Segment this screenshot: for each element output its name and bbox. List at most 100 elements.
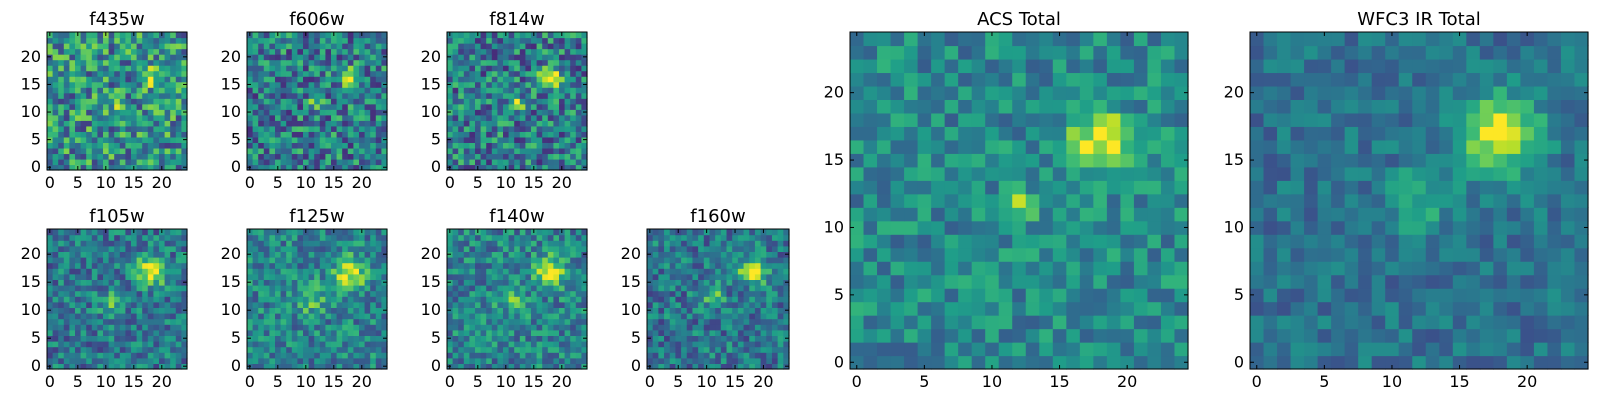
heatmap-cell — [469, 318, 476, 325]
heatmap-cell — [247, 65, 254, 72]
heatmap-cell — [359, 285, 366, 292]
heatmap-cell — [359, 153, 366, 160]
heatmap-cell — [119, 313, 126, 320]
heatmap-cell — [760, 245, 767, 252]
y-tick-label: 5 — [31, 328, 41, 347]
heatmap-cell — [297, 48, 304, 55]
heatmap-cell — [142, 65, 149, 72]
heatmap-cell — [153, 329, 160, 336]
heatmap-cell — [458, 103, 465, 110]
heatmap-cell — [303, 318, 310, 325]
heatmap-cell — [319, 59, 326, 66]
heatmap-cell — [570, 357, 577, 364]
heatmap-cell — [475, 346, 482, 353]
heatmap-cell — [766, 290, 773, 297]
heatmap-cell — [508, 357, 515, 364]
heatmap-cell — [564, 352, 571, 359]
heatmap-cell — [692, 296, 699, 303]
heatmap-cell — [97, 92, 104, 99]
heatmap-cell — [103, 301, 110, 308]
heatmap-cell — [336, 240, 343, 247]
heatmap-cell — [971, 301, 986, 316]
heatmap-cell — [1066, 301, 1081, 316]
heatmap-cell — [247, 114, 254, 121]
heatmap-cell — [652, 285, 659, 292]
heatmap-cell — [863, 247, 878, 262]
heatmap-cell — [52, 37, 59, 44]
heatmap-cell — [170, 153, 177, 160]
heatmap-cell — [147, 229, 154, 236]
heatmap-cell — [525, 153, 532, 160]
heatmap-cell — [147, 296, 154, 303]
heatmap-cell — [181, 103, 188, 110]
heatmap-cell — [364, 268, 371, 275]
heatmap-cell — [370, 273, 377, 280]
heatmap-cell — [142, 32, 149, 39]
heatmap-cell — [480, 37, 487, 44]
heatmap-cell — [308, 131, 315, 138]
heatmap-cell — [559, 65, 566, 72]
heatmap-cell — [447, 87, 454, 94]
heatmap-cell — [336, 92, 343, 99]
heatmap-cell — [458, 70, 465, 77]
heatmap-cell — [263, 131, 270, 138]
heatmap-cell — [69, 363, 76, 370]
heatmap-cell — [508, 313, 515, 320]
y-tick-label: 15 — [221, 74, 241, 93]
heatmap-cell — [269, 158, 276, 166]
heatmap-cell — [252, 164, 259, 171]
heatmap-cell — [447, 268, 454, 275]
heatmap-cell — [258, 341, 265, 348]
heatmap-cell — [519, 120, 526, 127]
heatmap-cell — [547, 76, 554, 83]
heatmap-cell — [375, 114, 382, 121]
heatmap-cell — [325, 301, 332, 308]
heatmap-cell — [86, 164, 93, 171]
heatmap-cell — [536, 262, 543, 269]
heatmap-cell — [336, 37, 343, 44]
heatmap-cell — [890, 207, 905, 222]
heatmap-cell — [508, 257, 515, 264]
heatmap-cell — [452, 335, 459, 342]
heatmap-cell — [275, 153, 282, 160]
heatmap-cell — [681, 301, 688, 308]
heatmap-cell — [342, 158, 349, 166]
heatmap-cell — [1160, 301, 1176, 316]
x-tick-label: 10 — [496, 173, 516, 192]
heatmap-cell — [119, 251, 126, 258]
heatmap-cell — [142, 285, 149, 292]
heatmap-cell — [463, 81, 470, 88]
heatmap-cell — [114, 43, 121, 50]
heatmap-cell — [319, 37, 326, 44]
heatmap-cell — [252, 234, 259, 241]
heatmap-cell — [175, 81, 182, 88]
heatmap-cell — [286, 164, 293, 171]
heatmap-cell — [564, 153, 571, 160]
heatmap-cell — [669, 318, 676, 325]
heatmap-cell — [359, 98, 366, 105]
heatmap-cell — [863, 153, 878, 168]
heatmap-cell — [319, 324, 326, 331]
heatmap-cell — [336, 81, 343, 88]
heatmap-cell — [252, 54, 259, 61]
heatmap-cell — [297, 59, 304, 66]
heatmap-cell — [58, 240, 65, 247]
heatmap-cell — [164, 48, 171, 55]
heatmap-cell — [570, 268, 577, 275]
heatmap-cell — [525, 335, 532, 342]
heatmap-cell — [491, 268, 498, 275]
heatmap-cell — [336, 279, 343, 286]
heatmap-cell — [97, 273, 104, 280]
heatmap-cell — [63, 240, 70, 247]
heatmap-cell — [542, 296, 549, 303]
heatmap-cell — [375, 76, 382, 83]
heatmap-cell — [375, 87, 382, 94]
heatmap-cell — [97, 341, 104, 348]
heatmap-cell — [375, 37, 382, 44]
heatmap-cell — [452, 251, 459, 258]
heatmap-cell — [486, 273, 493, 280]
heatmap-cell — [754, 285, 762, 292]
heatmap-cell — [97, 363, 104, 370]
heatmap-cell — [564, 114, 571, 121]
heatmap-cell — [314, 131, 321, 138]
